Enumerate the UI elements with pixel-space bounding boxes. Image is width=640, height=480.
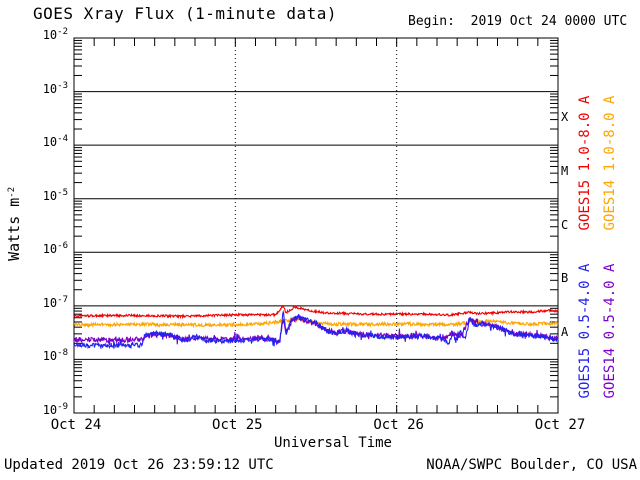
y-axis-label: Watts m-2 (5, 186, 24, 261)
flare-class-label: M (561, 163, 569, 178)
flare-class-label: B (561, 271, 569, 286)
y-tick-label: 10-7 (42, 294, 68, 310)
y-tick-label: 10-9 (42, 402, 68, 417)
y-tick-label: 10-8 (42, 348, 68, 364)
series-trace-goes15-1-0-8-0-a (73, 304, 559, 320)
y-tick-label: 10-6 (42, 241, 68, 257)
legend-entry-1: GOES15 1.0-8.0 A (577, 95, 593, 231)
x-tick-label: Oct 24 (50, 417, 102, 433)
x-tick-label: Oct 26 (373, 417, 424, 433)
x-axis-label: Universal Time (273, 435, 392, 451)
legend-entry-2: GOES14 1.0-8.0 A (602, 95, 618, 231)
updated-timestamp: Updated 2019 Oct 26 23:59:12 UTC (4, 457, 274, 473)
flare-class-label: X (561, 110, 569, 125)
x-tick-label: Oct 25 (212, 417, 263, 433)
legend-entry-3: GOES15 0.5-4.0 A (577, 263, 593, 399)
plot-frame (73, 37, 559, 414)
y-tick-label: 10-3 (42, 80, 68, 96)
chart-title: GOES Xray Flux (1-minute data) (33, 4, 337, 23)
y-axis-label-exponent: -2 (7, 186, 18, 198)
legend-entry-4: GOES14 0.5-4.0 A (602, 263, 618, 399)
flare-class-label: A (561, 324, 569, 339)
y-tick-label: 10-5 (42, 187, 68, 203)
y-tick-label: 10-4 (42, 134, 68, 150)
y-tick-label: 10-2 (42, 27, 68, 42)
begin-timestamp: Begin: 2019 Oct 24 0000 UTC (408, 14, 628, 29)
series-trace-goes15-0-5-4-0-a (73, 309, 559, 350)
flare-class-label: C (561, 217, 569, 232)
x-tick-label: Oct 27 (534, 417, 586, 433)
source-attribution: NOAA/SWPC Boulder, CO USA (426, 457, 637, 473)
